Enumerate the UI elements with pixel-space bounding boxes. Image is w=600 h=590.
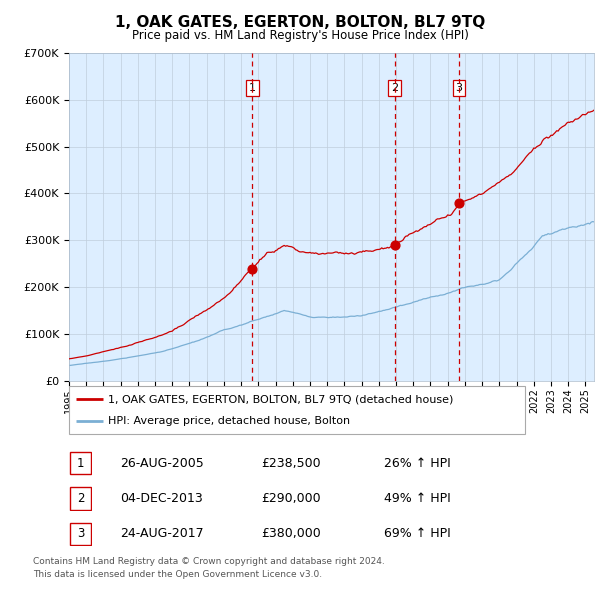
Text: 1: 1 [249, 83, 256, 93]
Text: 1, OAK GATES, EGERTON, BOLTON, BL7 9TQ: 1, OAK GATES, EGERTON, BOLTON, BL7 9TQ [115, 15, 485, 30]
Text: £380,000: £380,000 [261, 527, 321, 540]
Text: Contains HM Land Registry data © Crown copyright and database right 2024.: Contains HM Land Registry data © Crown c… [33, 558, 385, 566]
Text: Price paid vs. HM Land Registry's House Price Index (HPI): Price paid vs. HM Land Registry's House … [131, 30, 469, 42]
Text: 2: 2 [77, 492, 84, 505]
Text: 26% ↑ HPI: 26% ↑ HPI [384, 457, 451, 470]
Point [390, 240, 400, 250]
Text: 49% ↑ HPI: 49% ↑ HPI [384, 492, 451, 505]
FancyBboxPatch shape [69, 386, 525, 434]
Text: 24-AUG-2017: 24-AUG-2017 [120, 527, 203, 540]
Text: 1, OAK GATES, EGERTON, BOLTON, BL7 9TQ (detached house): 1, OAK GATES, EGERTON, BOLTON, BL7 9TQ (… [108, 394, 453, 404]
Text: 1: 1 [77, 457, 84, 470]
Text: 26-AUG-2005: 26-AUG-2005 [120, 457, 204, 470]
Point [454, 198, 464, 208]
Text: 04-DEC-2013: 04-DEC-2013 [120, 492, 203, 505]
Text: 2: 2 [391, 83, 398, 93]
Text: £290,000: £290,000 [261, 492, 320, 505]
Text: 69% ↑ HPI: 69% ↑ HPI [384, 527, 451, 540]
Text: 3: 3 [77, 527, 84, 540]
Text: 3: 3 [455, 83, 463, 93]
Text: £238,500: £238,500 [261, 457, 320, 470]
Text: HPI: Average price, detached house, Bolton: HPI: Average price, detached house, Bolt… [108, 416, 350, 426]
Text: This data is licensed under the Open Government Licence v3.0.: This data is licensed under the Open Gov… [33, 571, 322, 579]
Point [248, 264, 257, 274]
